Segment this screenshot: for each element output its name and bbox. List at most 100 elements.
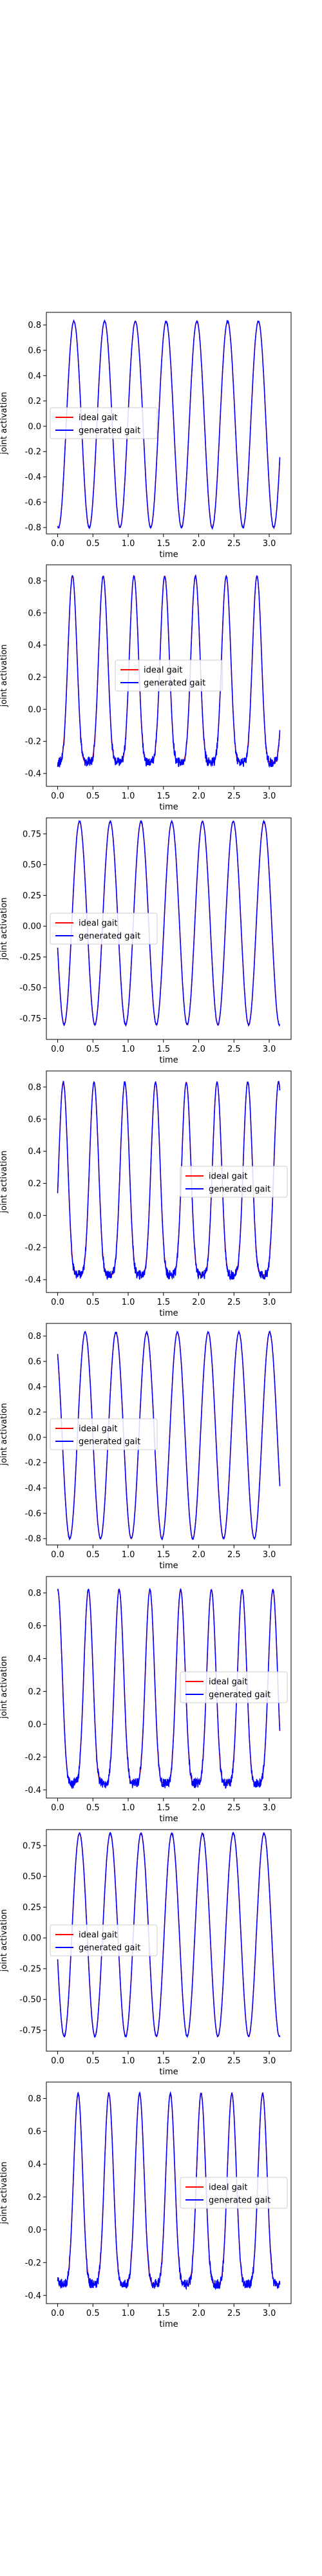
y-tick-label: 0.2 (28, 1687, 41, 1697)
legend-box (50, 407, 158, 439)
y-tick-label: -0.6 (25, 498, 41, 507)
y-tick-label: 0.4 (28, 372, 41, 381)
legend-box (180, 1671, 288, 1703)
legend-label-ideal: ideal gait (79, 919, 118, 929)
x-tick-label: 0.5 (86, 791, 100, 801)
x-tick-label: 2.0 (192, 2056, 205, 2066)
y-tick-label: 0.0 (28, 1211, 41, 1221)
legend-box (180, 2177, 288, 2209)
x-tick-label: 0.0 (51, 1045, 64, 1054)
axes-frame (46, 1323, 292, 1546)
legend-label-ideal: ideal gait (79, 413, 118, 423)
y-tick-label: -0.75 (19, 1014, 41, 1024)
x-tick-label: 1.5 (156, 539, 170, 549)
y-tick-label: 0.75 (23, 829, 41, 839)
legend-box (50, 1924, 158, 1956)
y-tick-label: 0.6 (28, 1115, 41, 1124)
x-tick-label: 0.5 (86, 1298, 100, 1307)
legend: ideal gait generated gait (50, 1924, 158, 1956)
x-tick-label: 0.0 (51, 1298, 64, 1307)
y-tick-label: 0.00 (23, 1934, 41, 1944)
x-tick-label: 1.5 (156, 2056, 170, 2066)
legend-box (115, 659, 223, 692)
y-tick-label: -0.50 (19, 1995, 41, 2005)
x-tick-label: 1.5 (156, 1298, 170, 1307)
legend-label-generated: generated gait (209, 1690, 270, 1700)
x-tick-label: 2.0 (192, 1803, 205, 1813)
series-generated-gait (57, 1587, 281, 1790)
y-tick-label: 0.4 (28, 2160, 41, 2170)
x-tick-label: 1.5 (156, 2309, 170, 2318)
y-tick-label: 0.6 (28, 2127, 41, 2137)
y-tick-label: 0.0 (28, 2226, 41, 2235)
y-tick-label: 0.8 (28, 1589, 41, 1598)
chart-panel-3: 0.0 0.5 1.0 1.5 2.0 2.5 3.0 0.75 0.50 0.25 0.00 -0.… (0, 817, 292, 1065)
legend: ideal gait generated gait (115, 659, 223, 692)
y-tick-label: -0.4 (25, 770, 41, 779)
x-tick-label: 1.0 (122, 791, 135, 801)
y-tick-label: 0.75 (23, 1841, 41, 1851)
x-tick-label: 3.0 (263, 2056, 276, 2066)
legend-box (50, 913, 158, 945)
y-tick-label: -0.4 (25, 2291, 41, 2301)
x-axis-label: time (159, 1056, 178, 1065)
x-tick-label: 3.0 (263, 1803, 276, 1813)
x-tick-label: 3.0 (263, 2309, 276, 2318)
x-tick-label: 1.0 (122, 2309, 135, 2318)
legend: ideal gait generated gait (180, 1671, 288, 1703)
series-generated-gait (57, 1329, 281, 1541)
legend: ideal gait generated gait (50, 913, 158, 945)
legend-label-ideal: ideal gait (79, 1931, 118, 1940)
y-axis-label: joint activation (0, 1403, 9, 1466)
y-tick-label: 0.8 (28, 321, 41, 330)
x-tick-label: 2.5 (227, 791, 241, 801)
y-tick-label: -0.6 (25, 1509, 41, 1519)
x-tick-label: 2.0 (192, 1045, 205, 1054)
y-tick-label: -0.2 (25, 1244, 41, 1253)
y-tick-label: 0.6 (28, 609, 41, 618)
x-tick-label: 3.0 (263, 791, 276, 801)
y-tick-label: 0.6 (28, 1357, 41, 1367)
x-tick-label: 2.0 (192, 539, 205, 549)
y-tick-label: -0.4 (25, 1786, 41, 1795)
y-tick-label: -0.25 (19, 952, 41, 962)
y-tick-label: 0.2 (28, 397, 41, 406)
y-tick-label: 0.4 (28, 641, 41, 650)
y-tick-label: 0.8 (28, 1332, 41, 1341)
y-tick-label: 0.50 (23, 1872, 41, 1882)
x-tick-label: 1.0 (122, 2056, 135, 2066)
y-tick-label: -0.2 (25, 1753, 41, 1763)
x-tick-label: 2.5 (227, 2056, 241, 2066)
y-tick-label: 0.0 (28, 422, 41, 431)
legend-box (50, 1418, 158, 1450)
legend-box (180, 1166, 288, 1198)
y-tick-label: 0.8 (28, 1083, 41, 1092)
y-tick-label: 0.6 (28, 346, 41, 355)
legend: ideal gait generated gait (180, 1166, 288, 1198)
legend-label-generated: generated gait (144, 679, 205, 688)
legend: ideal gait generated gait (50, 1418, 158, 1450)
x-tick-label: 3.0 (263, 1298, 276, 1307)
chart-panel-8: 0.0 0.5 1.0 1.5 2.0 2.5 3.0 0.8 0.6 0.4 0.2 0.0 -0.2… (0, 2081, 292, 2329)
x-tick-label: 2.5 (227, 539, 241, 549)
chart-panel-2: 0.0 0.5 1.0 1.5 2.0 2.5 3.0 0.8 0.6 0.4 0.2 0.0 -0.2… (0, 564, 292, 812)
x-tick-label: 1.5 (156, 1045, 170, 1054)
x-tick-label: 1.0 (122, 1298, 135, 1307)
x-tick-label: 2.5 (227, 2309, 241, 2318)
x-tick-label: 1.0 (122, 1803, 135, 1813)
x-tick-label: 0.0 (51, 539, 64, 549)
y-axis-label: joint activation (0, 644, 9, 707)
chart-panel-5: 0.0 0.5 1.0 1.5 2.0 2.5 3.0 0.8 0.6 0.4 0.2 0.0 -0.2… (0, 1323, 292, 1571)
y-tick-label: -0.2 (25, 2259, 41, 2268)
x-tick-label: 2.0 (192, 2309, 205, 2318)
series-generated-gait (57, 319, 281, 531)
series-generated-gait (57, 1831, 281, 2038)
y-tick-label: -0.4 (25, 473, 41, 482)
y-tick-label: -0.50 (19, 983, 41, 993)
legend-label-ideal: ideal gait (209, 1678, 248, 1687)
chart-panel-6: 0.0 0.5 1.0 1.5 2.0 2.5 3.0 0.8 0.6 0.4 0.2 0.0 -0.2… (0, 1576, 292, 1824)
chart-panel-7: 0.0 0.5 1.0 1.5 2.0 2.5 3.0 0.75 0.50 0.25 0.00 -0.… (0, 1829, 292, 2077)
x-tick-label: 3.0 (263, 1045, 276, 1054)
y-tick-label: -0.4 (25, 1484, 41, 1493)
